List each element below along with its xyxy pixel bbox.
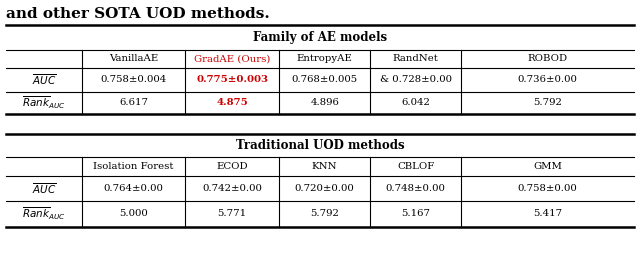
Text: 0.748±0.00: 0.748±0.00 [386,184,445,193]
Text: 0.775±0.003: 0.775±0.003 [196,75,268,84]
Text: KNN: KNN [312,162,337,171]
Text: and other SOTA UOD methods.: and other SOTA UOD methods. [6,7,270,21]
Text: 5.792: 5.792 [310,209,339,218]
Text: GradAE (Ours): GradAE (Ours) [194,54,270,63]
Text: 0.758±0.004: 0.758±0.004 [100,75,166,84]
Text: EntropyAE: EntropyAE [297,54,353,63]
Text: 4.896: 4.896 [310,98,339,107]
Text: $\overline{Rank}_{AUC}$: $\overline{Rank}_{AUC}$ [22,205,66,222]
Text: ROBOD: ROBOD [527,54,568,63]
Text: & 0.728±0.00: & 0.728±0.00 [380,75,452,84]
Text: VanillaAE: VanillaAE [109,54,158,63]
Text: 5.417: 5.417 [532,209,562,218]
Text: 5.167: 5.167 [401,209,430,218]
Text: CBLOF: CBLOF [397,162,435,171]
Text: 0.758±0.00: 0.758±0.00 [518,184,577,193]
Text: 4.875: 4.875 [216,98,248,107]
Text: 5.771: 5.771 [218,209,247,218]
Text: Family of AE models: Family of AE models [253,31,387,45]
Text: 6.042: 6.042 [401,98,430,107]
Text: 5.792: 5.792 [533,98,562,107]
Text: 0.768±0.005: 0.768±0.005 [292,75,358,84]
Text: 0.742±0.00: 0.742±0.00 [202,184,262,193]
Text: 0.764±0.00: 0.764±0.00 [104,184,163,193]
Text: RandNet: RandNet [393,54,438,63]
Text: 6.617: 6.617 [119,98,148,107]
Text: GMM: GMM [533,162,562,171]
Text: Traditional UOD methods: Traditional UOD methods [236,139,404,152]
Text: Isolation Forest: Isolation Forest [93,162,173,171]
Text: 0.736±0.00: 0.736±0.00 [517,75,577,84]
Text: $\overline{AUC}$: $\overline{AUC}$ [32,181,56,196]
Text: $\overline{Rank}_{AUC}$: $\overline{Rank}_{AUC}$ [22,95,66,111]
Text: 5.000: 5.000 [119,209,148,218]
Text: $\overline{AUC}$: $\overline{AUC}$ [32,73,56,87]
Text: ECOD: ECOD [216,162,248,171]
Text: 0.720±0.00: 0.720±0.00 [295,184,355,193]
